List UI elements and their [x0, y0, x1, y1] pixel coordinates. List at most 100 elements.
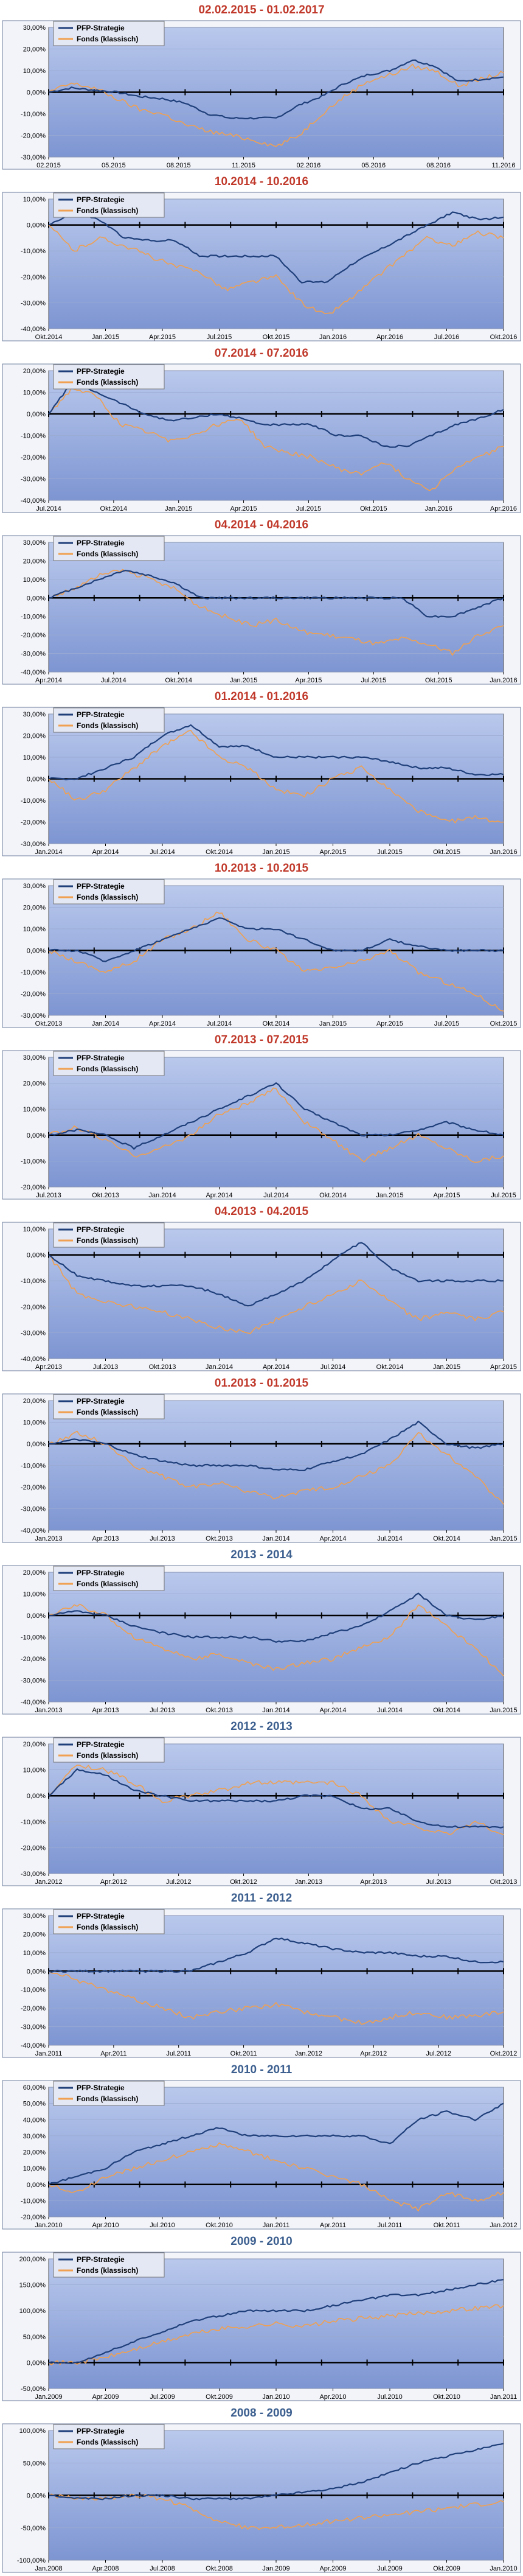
chart-title: 2010 - 2011 [231, 2063, 293, 2076]
x-tick-label: Jan.2008 [35, 2565, 62, 2572]
x-tick-label: Okt.2014 [433, 1535, 460, 1542]
chart-panel: 2011 - 2012 30,00% 20,00% 10,00% 0,00% -10,00… [2, 1892, 521, 2058]
chart-title: 01.2014 - 01.2016 [215, 690, 308, 703]
x-tick-label: Jan.2011 [490, 2393, 517, 2401]
legend: PFP-Strategie Fonds (klassisch) [53, 536, 165, 561]
legend-strategy-label: PFP-Strategie [77, 1740, 125, 1749]
y-tick-label: 10,00% [23, 1767, 46, 1774]
y-tick-label: -10,00% [21, 614, 46, 621]
x-tick-label: Apr.2015 [490, 1363, 517, 1371]
x-tick-label: Okt.2014 [263, 1020, 290, 1027]
x-tick-label: Okt.2014 [100, 505, 128, 513]
y-tick-label: 20,00% [23, 1080, 46, 1088]
chart-panel: 10.2014 - 10.2016 10,00% 0,00% -10,00% -20,0… [2, 175, 521, 341]
legend: PFP-Strategie Fonds (klassisch) [53, 1394, 165, 1419]
x-tick-label: Apr.2014 [206, 1192, 232, 1199]
y-tick-label: 0,00% [27, 595, 46, 602]
y-tick-label: 20,00% [23, 1931, 46, 1938]
legend-strategy-label: PFP-Strategie [77, 1225, 125, 1234]
y-tick-label: 40,00% [23, 2116, 46, 2124]
y-tick-label: 0,00% [27, 89, 46, 97]
y-tick-label: 20,00% [23, 905, 46, 912]
legend-fund-label: Fonds (klassisch) [77, 2438, 138, 2446]
x-tick-label: Okt.2011 [230, 2050, 257, 2057]
strategy-series-line [48, 917, 504, 962]
y-tick-label: 0,00% [27, 1793, 46, 1800]
y-tick-label: 10,00% [23, 1419, 46, 1427]
strategy-series-line [48, 1768, 504, 1829]
x-tick-label: Apr.2013 [35, 1363, 62, 1371]
y-tick-label: -20,00% [21, 454, 46, 461]
chart-panel: 2013 - 2014 20,00% 10,00% 0,00% -10,00% -20,0… [2, 1549, 521, 1715]
legend-fund-label: Fonds (klassisch) [77, 35, 138, 43]
legend-box [53, 2424, 165, 2449]
x-tick-label: Jan.2015 [490, 1707, 517, 1714]
y-tick-label: 0,00% [27, 776, 46, 783]
fund-series-line [48, 911, 504, 1012]
y-tick-label: 0,00% [27, 948, 46, 955]
x-tick-label: Jul.2011 [166, 2050, 191, 2057]
x-tick-label: 08.2016 [426, 162, 451, 169]
x-tick-label: Apr.2012 [360, 2050, 387, 2057]
y-tick-label: 0,00% [27, 1612, 46, 1620]
legend: PFP-Strategie Fonds (klassisch) [53, 1909, 165, 1934]
chart-title: 10.2014 - 10.2016 [215, 175, 308, 188]
x-tick-label: Jan.2015 [92, 334, 119, 341]
strategy-series-line [48, 1082, 504, 1150]
x-tick-label: Apr.2015 [295, 677, 322, 684]
y-tick-label: -30,00% [21, 154, 46, 161]
y-tick-label: -30,00% [21, 841, 46, 848]
legend-fund-label: Fonds (klassisch) [77, 1751, 138, 1760]
x-tick-label: Apr.2015 [149, 334, 176, 341]
y-tick-label: 0,00% [27, 1441, 46, 1448]
legend-box [53, 1394, 165, 1419]
x-tick-label: Jul.2010 [377, 2393, 403, 2401]
y-tick-label: 20,00% [23, 2149, 46, 2157]
x-tick-label: Jul.2013 [426, 1878, 451, 1886]
x-tick-label: Apr.2013 [92, 1535, 119, 1542]
y-tick-label: 30,00% [23, 1913, 46, 1920]
fund-series-line [48, 387, 504, 492]
x-tick-label: Apr.2008 [92, 2565, 119, 2572]
legend-box [53, 536, 165, 561]
legend-box [53, 1051, 165, 1076]
y-tick-label: -10,00% [21, 797, 46, 805]
y-tick-label: -50,00% [21, 2385, 46, 2393]
x-tick-label: Jul.2011 [378, 2222, 403, 2229]
x-tick-label: Okt.2013 [92, 1192, 119, 1199]
x-tick-label: Apr.2013 [360, 1878, 387, 1886]
y-tick-label: -30,00% [21, 1506, 46, 1513]
x-tick-label: Jul.2013 [93, 1363, 119, 1371]
x-tick-label: Okt.2015 [490, 1020, 518, 1027]
fund-series-line [48, 1087, 504, 1163]
x-tick-label: Jan.2014 [262, 1707, 289, 1714]
strategy-series-line [48, 211, 504, 284]
strategy-series-line [48, 2102, 504, 2185]
y-tick-label: 0,00% [27, 2182, 46, 2189]
y-tick-label: 10,00% [23, 1950, 46, 1957]
x-tick-label: 05.2015 [102, 162, 126, 169]
chart-panel: 2008 - 2009 100,00% 50,00% 0,00% -50,00% -100… [2, 2407, 521, 2573]
chart-panel: 07.2013 - 07.2015 30,00% 20,00% 10,00% 0,00%… [2, 1034, 521, 1200]
y-tick-label: -40,00% [21, 2042, 46, 2049]
y-tick-label: 30,00% [23, 24, 46, 32]
x-tick-label: Jan.2015 [230, 677, 257, 684]
chart-title: 2012 - 2013 [230, 1720, 292, 1733]
plot-area [48, 542, 504, 673]
legend: PFP-Strategie Fonds (klassisch) [53, 21, 165, 46]
x-tick-label: Jan.2014 [262, 1535, 289, 1542]
x-tick-label: Apr.2009 [92, 2393, 119, 2401]
legend-strategy-label: PFP-Strategie [77, 539, 125, 547]
y-tick-label: -30,00% [21, 1678, 46, 1685]
y-tick-label: 50,00% [23, 2460, 46, 2467]
x-tick-label: Apr.2010 [319, 2393, 346, 2401]
strategy-series-line [48, 2443, 504, 2501]
y-tick-label: 10,00% [23, 754, 46, 761]
chart-panel: 2010 - 2011 60,00% 50,00% 40,00% 30,00% 20,00… [2, 2063, 521, 2230]
x-tick-label: Apr.2015 [376, 1020, 403, 1027]
y-tick-label: -20,00% [21, 1184, 46, 1191]
x-tick-label: Jul.2015 [377, 849, 403, 856]
x-tick-label: Jul.2015 [296, 505, 322, 513]
legend-fund-label: Fonds (klassisch) [77, 893, 138, 901]
x-tick-label: Jan.2012 [35, 1878, 62, 1886]
